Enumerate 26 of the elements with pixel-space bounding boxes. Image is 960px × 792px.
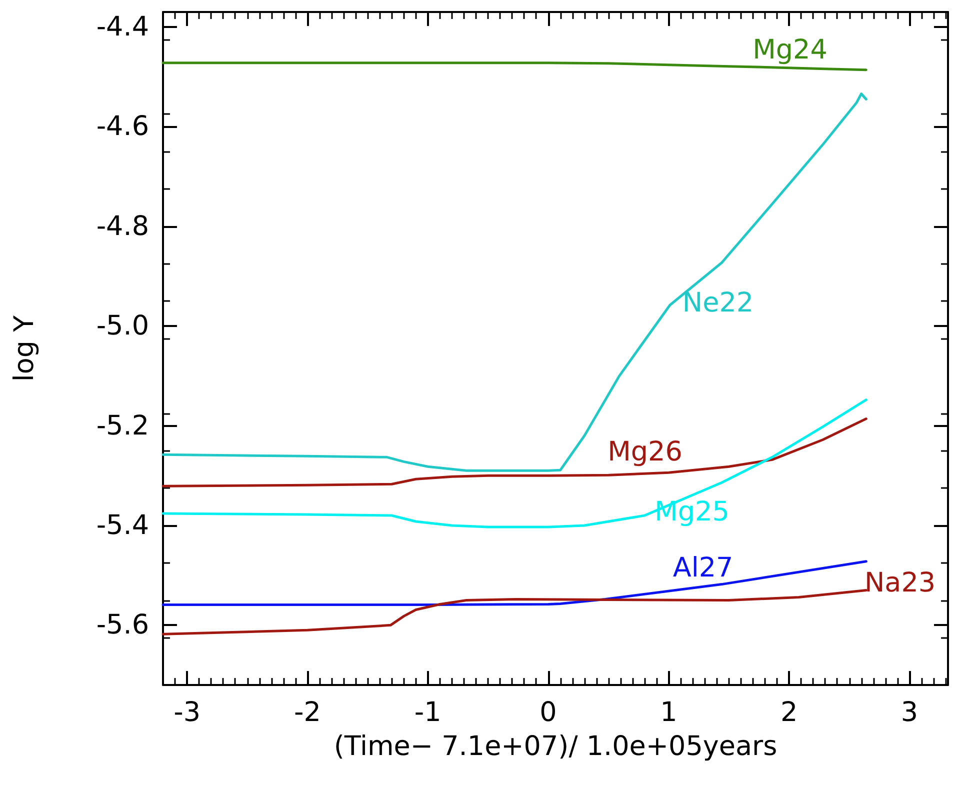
x-tick-label: -3	[174, 697, 201, 728]
series-label: Na23	[864, 568, 936, 598]
x-tick-label: 0	[540, 697, 557, 728]
line-series	[162, 418, 868, 488]
y-tick-label: -5.6	[96, 610, 149, 641]
y-tick-label: -4.8	[96, 210, 149, 242]
y-tick-label: -5.0	[96, 310, 149, 342]
y-tick-label: -5.4	[96, 510, 149, 541]
x-tick-label: 3	[900, 697, 918, 728]
series-label: Al27	[672, 552, 734, 584]
series-label: Mg26	[608, 436, 682, 468]
y-axis-title: log Y	[9, 314, 40, 382]
x-tick-label: 2	[780, 697, 798, 728]
series-label: Mg25	[654, 496, 730, 528]
x-tick-label: -2	[294, 697, 321, 728]
line-series	[162, 92, 868, 472]
x-axis-title: (Time− 7.1e+07)/ 1.0e+05years	[334, 731, 778, 762]
line-series	[162, 398, 868, 528]
x-tick-label: 1	[660, 697, 678, 728]
line-series	[162, 589, 868, 636]
y-tick-label: -4.4	[96, 11, 149, 42]
series-label: Ne22	[682, 288, 754, 318]
x-tick-label: -1	[414, 697, 442, 728]
series-label: Mg24	[752, 34, 828, 66]
y-tick-label: -5.2	[96, 410, 149, 442]
y-tick-label: -4.6	[96, 111, 149, 142]
